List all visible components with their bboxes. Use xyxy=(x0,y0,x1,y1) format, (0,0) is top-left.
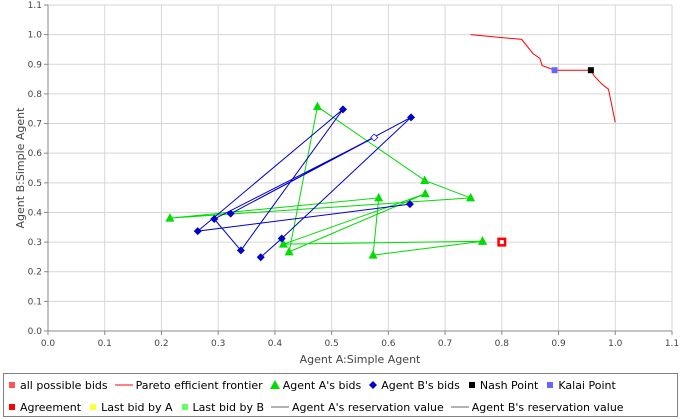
agent-a-s-bids-point xyxy=(466,192,476,202)
legend-symbol xyxy=(450,406,469,408)
legend-label: Nash Point xyxy=(479,378,539,392)
legend-symbol xyxy=(271,406,290,408)
y-tick-label: 0.6 xyxy=(28,149,43,159)
legend-item: Agent B's bids xyxy=(368,379,460,392)
legend-label: Last bid by A xyxy=(101,400,173,414)
legend-label: Agent B's reservation value xyxy=(471,400,624,414)
x-tick-label: 1.0 xyxy=(608,339,623,349)
agent-b-s-bids-point xyxy=(256,253,265,262)
y-tick-label: 0.7 xyxy=(28,120,42,130)
legend-item: Agreement xyxy=(7,401,81,414)
legend-row: all possible bids Pareto efficient fronti… xyxy=(7,377,623,393)
legend-item: Last bid by B xyxy=(180,401,264,414)
series-layer xyxy=(165,34,616,262)
y-tick-label: 0.4 xyxy=(28,208,43,218)
legend-item: Last bid by A xyxy=(88,400,173,414)
agent-b-last-bid-marker xyxy=(371,134,378,141)
kalai-point-marker xyxy=(551,67,558,74)
y-tick-label: 0.3 xyxy=(28,238,42,248)
x-tick-label: 0.2 xyxy=(154,339,168,349)
y-tick-label: 0.1 xyxy=(28,297,42,307)
x-tick-labels: 0.0 0.1 0.2 0.3 0.4 0.5 0.6 0.7 0.8 0.9 1.0 1.1 xyxy=(41,339,679,349)
legend-symbol xyxy=(468,382,475,388)
y-tick-label: 0.2 xyxy=(28,268,42,278)
agent-a-s-bids-point xyxy=(278,239,288,248)
agent-b-s-bids-point xyxy=(405,200,414,209)
x-tick-label: 0.3 xyxy=(211,339,225,349)
x-axis-title: Agent A:Simple Agent xyxy=(300,353,421,366)
agreement-marker-center xyxy=(499,240,504,245)
agent-a-s-bids-point xyxy=(374,192,384,202)
x-tick-label: 0.0 xyxy=(41,339,56,349)
legend-symbol xyxy=(9,382,15,388)
legend-label: Pareto efficient frontier xyxy=(135,378,263,392)
legend-item: Nash Point xyxy=(467,379,538,392)
legend-symbol xyxy=(181,404,188,410)
x-tick-label: 0.5 xyxy=(324,339,338,349)
y-tick-label: 0.0 xyxy=(28,327,43,337)
legend-symbol xyxy=(369,381,378,389)
agent-a-s-bids-point xyxy=(165,213,175,222)
legend-item: all possible bids xyxy=(7,379,108,392)
legend-item: Agent B's reservation value xyxy=(450,400,624,414)
x-tick-label: 0.9 xyxy=(551,339,566,349)
legend-symbol xyxy=(90,404,97,410)
legend-label: Agent A's reservation value xyxy=(292,400,444,414)
x-tick-label: 0.4 xyxy=(268,339,283,349)
x-tick-label: 0.7 xyxy=(438,339,452,349)
y-axis-title: Agent B:Simple Agent xyxy=(14,107,27,229)
grid-lines xyxy=(48,4,673,331)
agent-a-s-bids-point xyxy=(368,250,378,259)
agent-a-s-bids-point xyxy=(420,188,430,198)
agent-b-s-bids-point xyxy=(193,227,202,236)
y-tick-label: 1.1 xyxy=(28,1,42,11)
chart-canvas: 0.0 0.1 0.2 0.3 0.4 0.5 0.6 0.7 0.8 0.9 1.0 1.1 0.0… xyxy=(14,1,679,366)
agent-b-s-bids-point xyxy=(226,209,235,218)
y-tick-label: 0.9 xyxy=(28,60,43,70)
x-tick-label: 1.1 xyxy=(665,339,679,349)
x-tick-label: 0.6 xyxy=(381,339,396,349)
agent-b-s-bids-point xyxy=(210,214,219,223)
y-tick-label: 1.0 xyxy=(28,31,43,41)
agent-a-s-bids-point xyxy=(478,236,488,245)
nash-point-marker xyxy=(587,67,594,74)
legend-symbol xyxy=(114,384,133,386)
legend-label: Agent B's bids xyxy=(381,378,460,392)
agent-a-s-bids-point xyxy=(420,175,430,184)
legend-label: Agent A's bids xyxy=(282,378,362,392)
legend-item: Agent A's bids xyxy=(269,378,362,392)
legend-symbol xyxy=(547,382,554,388)
legend-label: Kalai Point xyxy=(558,378,616,392)
agent-b-s-bids-line xyxy=(196,108,412,258)
legend-row: Agreement Last bid by A Last bid by B Agent… xyxy=(7,399,631,415)
plot-background xyxy=(48,5,672,331)
legend-item: Pareto efficient frontier xyxy=(114,378,263,392)
axes xyxy=(44,4,673,335)
y-tick-label: 0.5 xyxy=(28,179,42,189)
agent-b-s-bids-point xyxy=(277,234,286,243)
legend-symbol xyxy=(269,380,280,389)
legend-item: Kalai Point xyxy=(545,378,616,392)
y-tick-labels: 0.0 0.1 0.2 0.3 0.4 0.5 0.6 0.7 0.8 0.9 1.0 1.1 xyxy=(28,1,43,337)
legend-label: Agreement xyxy=(20,400,82,414)
legend-symbol xyxy=(9,404,15,410)
x-tick-label: 0.8 xyxy=(495,339,510,349)
agent-b-s-bids-point xyxy=(236,246,245,255)
legend-item: Agent A's reservation value xyxy=(271,401,444,414)
x-tick-label: 0.1 xyxy=(98,339,112,349)
agent-a-s-bids-point xyxy=(312,101,322,111)
agent-b-s-bids-point xyxy=(338,105,347,114)
y-tick-label: 0.8 xyxy=(28,90,43,100)
legend: all possible bids Pareto efficient fronti… xyxy=(3,373,678,417)
legend-label: all possible bids xyxy=(20,378,108,392)
legend-label: Last bid by B xyxy=(192,400,265,414)
agent-a-s-bids-point xyxy=(284,246,294,256)
agent-b-s-bids-point xyxy=(407,113,416,122)
